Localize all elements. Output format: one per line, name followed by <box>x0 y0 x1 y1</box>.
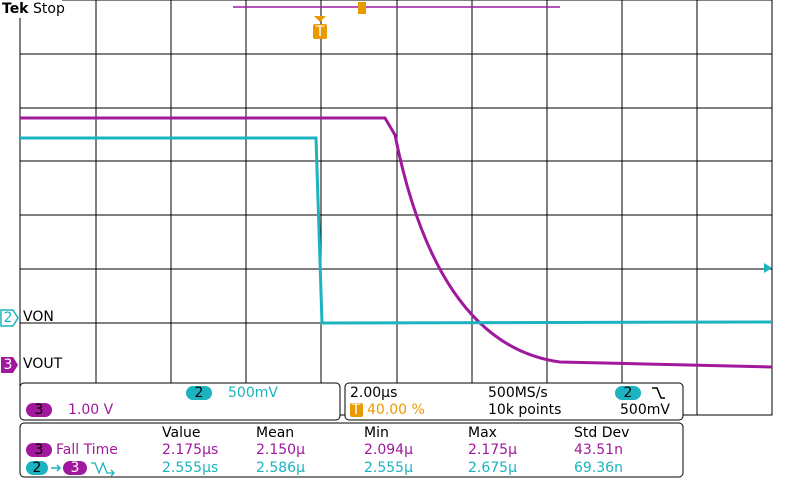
record-marker <box>358 2 366 14</box>
measurement-value: 2.150µ <box>256 442 305 458</box>
trigger-level: 500mV <box>620 402 670 418</box>
measurement-value: 2.175µs <box>162 442 218 458</box>
col-header: Min <box>364 425 389 441</box>
ch2-badge-label: 2 <box>195 385 204 401</box>
measurement-value: 2.586µ <box>256 460 305 476</box>
col-header: Value <box>162 425 200 441</box>
col-header: Std Dev <box>574 425 629 441</box>
ch2-scale: 500mV <box>228 385 278 401</box>
row-source-badge <box>26 443 52 457</box>
channel-box <box>19 382 341 421</box>
ch2-marker <box>0 309 19 327</box>
ch3-marker <box>1 357 18 373</box>
measurement-value: 2.094µ <box>364 442 413 458</box>
row-source: 3 <box>35 442 44 458</box>
falling-edge-icon <box>652 387 665 399</box>
measurement-value: 2.175µ <box>468 442 517 458</box>
ch3-label: VOUT <box>23 356 63 372</box>
graticule <box>19 0 773 416</box>
ch3-badge <box>26 403 52 417</box>
measurement-box <box>19 422 684 478</box>
trigger-channel: 2 <box>624 385 633 401</box>
row-target: 3 <box>71 460 80 476</box>
trigger-arrow <box>314 16 326 22</box>
sample-rate: 500MS/s <box>488 385 548 401</box>
arrow-icon <box>51 464 62 472</box>
record-length: 10k points <box>488 402 561 418</box>
trigger-level-arrow <box>764 263 772 273</box>
time-scale: 2.00µs <box>350 385 397 401</box>
delay-icon <box>91 461 115 477</box>
timebase-box <box>344 382 684 421</box>
waveform-vout <box>20 116 773 369</box>
trigger-pos-marker <box>350 403 363 417</box>
measurement-value: 43.51n <box>574 442 623 458</box>
trigger-marker-label: T <box>315 24 325 40</box>
row-target-badge <box>63 461 87 475</box>
row-source: 2 <box>33 460 42 476</box>
brand: Tek <box>2 1 29 17</box>
ch2-badge <box>186 386 212 400</box>
measurement-value: 2.555µs <box>162 460 218 476</box>
header-bg <box>0 0 62 18</box>
trigger-pos-marker-label: T <box>351 402 361 418</box>
ch2-marker-label: 2 <box>4 310 13 326</box>
trigger-channel-badge <box>615 386 641 400</box>
ch3-badge-label: 3 <box>35 402 44 418</box>
measurement-name: Fall Time <box>56 442 118 458</box>
waveform-von <box>20 136 773 325</box>
ch3-marker-label: 3 <box>4 357 13 373</box>
status: Stop <box>33 1 65 17</box>
ch3-scale: 1.00 V <box>68 402 114 418</box>
ch2-label: VON <box>23 309 54 325</box>
col-header: Mean <box>256 425 294 441</box>
trigger-position: 40.00 % <box>367 402 425 418</box>
row-source-badge <box>26 461 48 475</box>
col-header: Max <box>468 425 497 441</box>
trigger-marker <box>313 24 327 39</box>
measurement-value: 69.36n <box>574 460 623 476</box>
measurement-value: 2.555µ <box>364 460 413 476</box>
measurement-value: 2.675µ <box>468 460 517 476</box>
